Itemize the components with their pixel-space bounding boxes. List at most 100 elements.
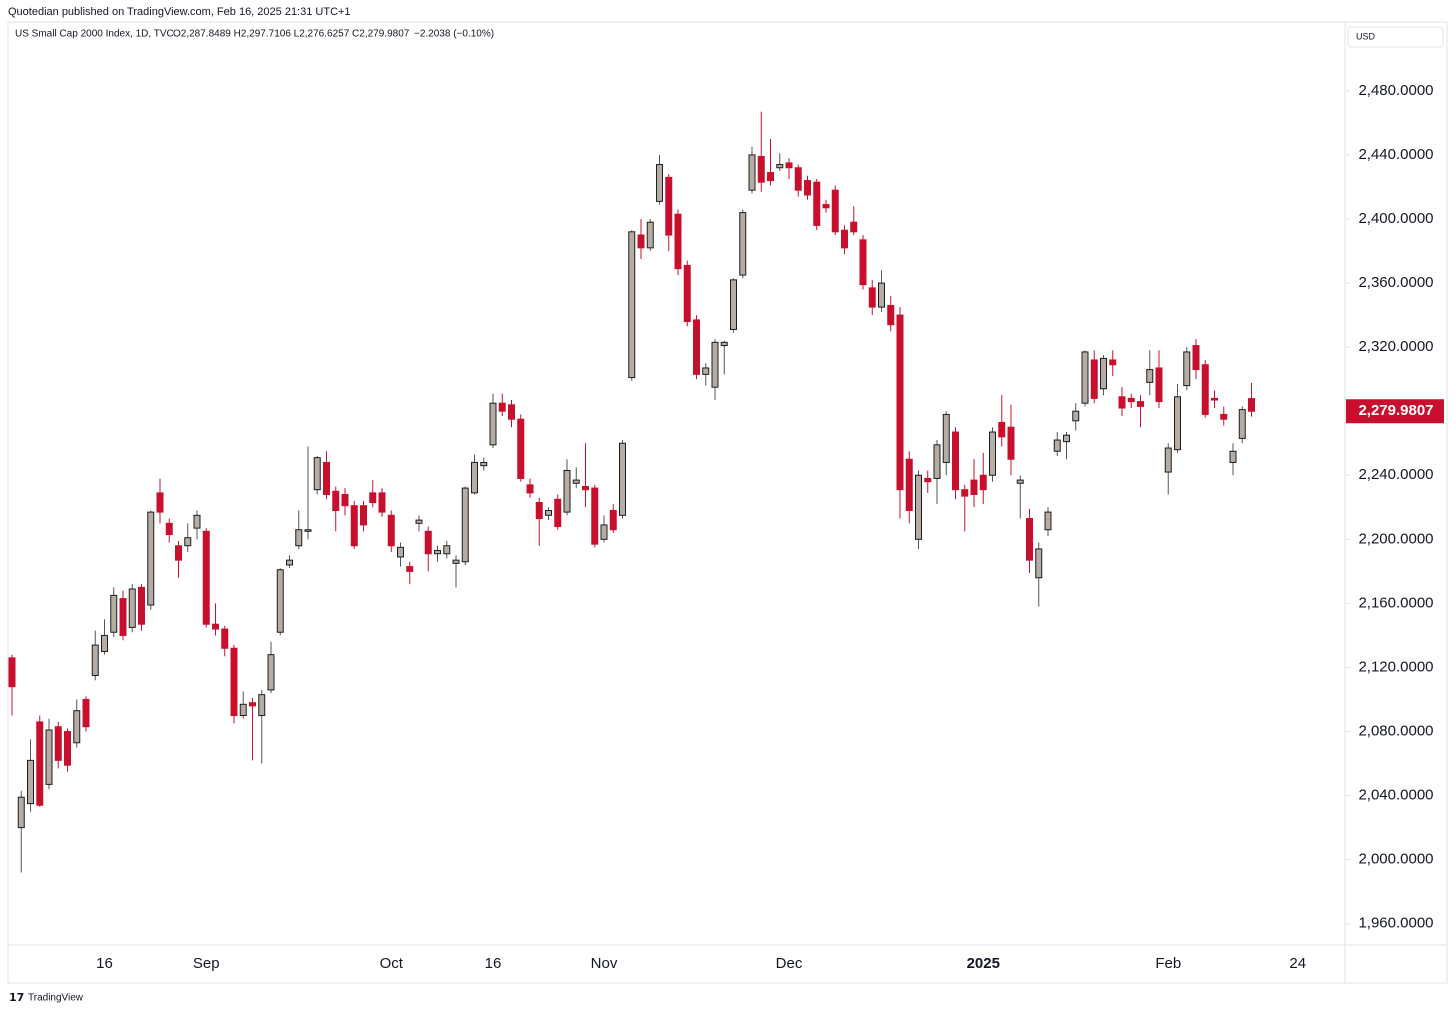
candle-body bbox=[230, 647, 238, 717]
y-tick-label: 2,360.0000 bbox=[1358, 274, 1433, 291]
candle-body bbox=[147, 511, 155, 606]
candle-body bbox=[554, 498, 562, 528]
candle-body bbox=[785, 162, 793, 169]
candle-body bbox=[1192, 345, 1200, 371]
candle-body bbox=[239, 703, 247, 717]
brand-mark: 𝟭𝟳 bbox=[9, 992, 24, 1004]
candle-body bbox=[1220, 413, 1228, 420]
candle-body bbox=[369, 492, 377, 504]
candle-body bbox=[36, 721, 44, 806]
candle-body bbox=[757, 156, 765, 183]
candle-body bbox=[1238, 409, 1246, 439]
y-tick-label: 2,480.0000 bbox=[1358, 82, 1433, 99]
candle-body bbox=[979, 474, 987, 491]
candle-body bbox=[341, 493, 349, 507]
brand-name: TradingView bbox=[28, 993, 84, 1004]
candle-body bbox=[804, 180, 811, 196]
candle-body bbox=[1016, 479, 1024, 484]
candle-body bbox=[1127, 397, 1135, 403]
candle-body bbox=[54, 726, 62, 761]
candle-body bbox=[572, 479, 580, 484]
candle-body bbox=[424, 530, 432, 555]
candle-body bbox=[896, 314, 904, 491]
candle-body bbox=[1081, 351, 1089, 404]
candle-body bbox=[748, 154, 756, 191]
ohlc-legend: O2,287.8489 H2,297.7106 L2,276.6257 C2,2… bbox=[173, 29, 410, 40]
currency-label: USD bbox=[1356, 31, 1376, 41]
candle-body bbox=[563, 469, 571, 513]
x-tick-label: Nov bbox=[591, 955, 618, 972]
candle-body bbox=[1109, 359, 1117, 366]
candle-body bbox=[1044, 511, 1052, 531]
candle-body bbox=[887, 304, 895, 326]
candle-body bbox=[998, 421, 1006, 438]
candle-body bbox=[1248, 398, 1255, 412]
candle-body bbox=[517, 418, 525, 479]
x-tick-label: Feb bbox=[1155, 955, 1181, 972]
candle-body bbox=[933, 444, 941, 479]
y-tick-label: 2,240.0000 bbox=[1358, 466, 1433, 483]
candle-body bbox=[582, 485, 589, 491]
candle-body bbox=[794, 167, 802, 191]
candle-body bbox=[767, 172, 774, 182]
candle-body bbox=[1164, 447, 1172, 473]
change-legend: −2.2038 (−0.10%) bbox=[414, 29, 494, 40]
x-tick-label: 16 bbox=[485, 955, 502, 972]
candle-body bbox=[711, 341, 719, 388]
candle-body bbox=[313, 457, 321, 491]
candle-body bbox=[1035, 548, 1043, 579]
candle-body bbox=[295, 529, 303, 547]
candle-body bbox=[8, 657, 16, 688]
candle-body bbox=[646, 221, 654, 249]
candle-body bbox=[1063, 434, 1070, 443]
candle-body bbox=[73, 710, 81, 744]
candle-body bbox=[591, 487, 599, 545]
candle-body bbox=[443, 545, 451, 555]
candle-body bbox=[156, 492, 164, 513]
candle-body bbox=[82, 699, 90, 728]
candle-body bbox=[1137, 401, 1144, 407]
candle-body bbox=[184, 537, 192, 547]
currency-box[interactable] bbox=[1347, 26, 1444, 48]
candle-body bbox=[489, 402, 497, 446]
candle-body bbox=[138, 586, 145, 625]
candle-body bbox=[91, 644, 99, 676]
candle-body bbox=[1229, 450, 1237, 463]
candle-body bbox=[1201, 364, 1209, 415]
candle-body bbox=[64, 731, 71, 766]
candle-body bbox=[332, 490, 340, 512]
candle-body bbox=[378, 492, 386, 513]
candle-body bbox=[434, 550, 441, 555]
candle-body bbox=[415, 519, 423, 524]
candle-body bbox=[461, 487, 469, 563]
candle-body bbox=[304, 529, 312, 532]
candle-body bbox=[970, 479, 978, 495]
candle-body bbox=[128, 588, 136, 628]
candle-body bbox=[193, 514, 201, 529]
candle-body bbox=[175, 545, 182, 561]
x-tick-label: Oct bbox=[380, 955, 404, 972]
candle-body bbox=[989, 431, 996, 476]
candle-body bbox=[397, 546, 404, 558]
candle-body bbox=[387, 514, 395, 547]
candle-body bbox=[212, 623, 219, 630]
candle-body bbox=[600, 524, 608, 540]
candle-body bbox=[878, 282, 885, 308]
candle-body bbox=[656, 164, 663, 202]
candle-body bbox=[693, 319, 700, 375]
y-tick-label: 2,440.0000 bbox=[1358, 146, 1433, 163]
y-tick-label: 2,320.0000 bbox=[1358, 338, 1433, 355]
candle-body bbox=[609, 510, 617, 531]
candle-body bbox=[915, 474, 922, 540]
publisher-note: Quotedian published on TradingView.com, … bbox=[8, 6, 351, 18]
candle-body bbox=[545, 510, 552, 516]
candle-body bbox=[323, 461, 330, 495]
candle-body bbox=[1146, 369, 1154, 383]
candle-body bbox=[1090, 359, 1098, 399]
candle-body bbox=[202, 530, 210, 625]
candle-body bbox=[702, 367, 710, 375]
candle-body bbox=[221, 628, 229, 649]
candle-body bbox=[350, 505, 358, 547]
candle-body bbox=[1174, 396, 1181, 451]
